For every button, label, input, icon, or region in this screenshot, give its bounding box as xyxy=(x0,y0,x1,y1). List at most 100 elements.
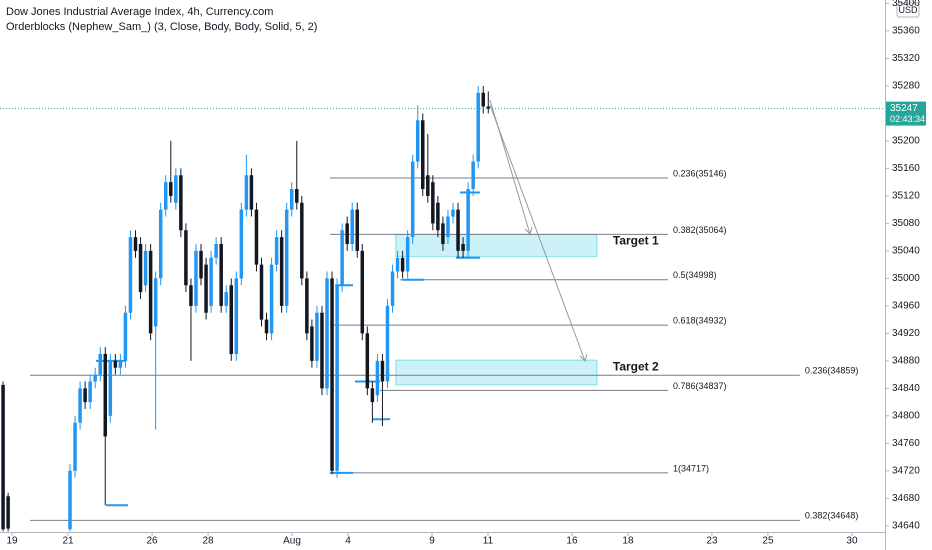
candle xyxy=(113,353,118,375)
candle xyxy=(355,202,359,258)
candle xyxy=(128,230,133,320)
projection-arrow xyxy=(489,104,586,362)
candle-body xyxy=(395,257,400,272)
y-tick-label: 35160 xyxy=(892,163,920,174)
candle-body xyxy=(375,360,380,396)
y-tick-label: 35120 xyxy=(892,191,920,202)
candle xyxy=(204,257,208,320)
candle-body xyxy=(229,285,234,354)
candle-body xyxy=(73,422,77,471)
candle xyxy=(390,264,395,313)
target-label: Target 2 xyxy=(613,359,659,373)
candle-body xyxy=(254,209,259,265)
candle-body xyxy=(405,237,410,272)
x-tick-label: 18 xyxy=(622,536,634,547)
candle-body xyxy=(68,470,72,530)
y-tick-label: 35040 xyxy=(892,246,920,257)
candle-body xyxy=(214,244,218,258)
candle xyxy=(174,168,178,210)
candle xyxy=(315,305,319,368)
fib-label: 0.786(34837) xyxy=(673,381,727,391)
candle xyxy=(138,237,143,299)
candle xyxy=(269,257,274,341)
candle xyxy=(244,154,249,217)
candle xyxy=(370,381,375,423)
candle-body xyxy=(199,250,203,279)
candle-body xyxy=(224,292,228,306)
candle-body xyxy=(209,257,213,306)
candle-body xyxy=(88,381,92,403)
candle xyxy=(305,271,309,341)
candle xyxy=(103,347,108,506)
candle xyxy=(330,271,334,475)
last-price-label: 35247 xyxy=(890,103,918,114)
candle xyxy=(158,202,163,286)
arrow-head xyxy=(524,226,533,235)
candle xyxy=(259,257,264,327)
x-tick-label: 9 xyxy=(429,536,435,547)
candle-body xyxy=(320,312,324,389)
fib-label: 0.618(34932) xyxy=(673,315,727,325)
y-tick-label: 34800 xyxy=(892,410,920,421)
chart-title: Dow Jones Industrial Average Index, 4h, … xyxy=(6,6,273,18)
candle xyxy=(274,230,279,272)
candle-body xyxy=(400,257,405,272)
candle-body xyxy=(441,223,445,245)
candle xyxy=(143,244,148,293)
currency-button[interactable] xyxy=(896,2,920,18)
candle-body xyxy=(436,202,440,231)
candle xyxy=(466,182,470,258)
candle xyxy=(335,278,339,478)
fib-label: 0.5(34998) xyxy=(673,270,717,280)
candle-body xyxy=(174,175,178,203)
candle xyxy=(375,353,380,403)
candle xyxy=(325,271,329,396)
candle-body xyxy=(184,230,188,286)
y-tick-label: 35320 xyxy=(892,53,920,64)
candle-body xyxy=(300,202,304,279)
candle xyxy=(194,244,198,313)
candle xyxy=(78,381,82,430)
x-tick-label: 11 xyxy=(483,536,494,547)
candle-body xyxy=(345,223,349,245)
candle xyxy=(400,250,405,279)
candle-body xyxy=(163,182,168,210)
y-tick-label: 35080 xyxy=(892,218,920,229)
candle-body xyxy=(421,120,425,190)
candle xyxy=(229,278,234,361)
candle xyxy=(446,209,450,245)
fib-label: 0.236(34859) xyxy=(805,366,859,376)
candle xyxy=(365,326,370,396)
y-tick-label: 34680 xyxy=(892,493,920,504)
candle xyxy=(380,353,385,427)
fib-label: 0.382(34648) xyxy=(805,511,859,521)
x-tick-label: 28 xyxy=(202,536,214,547)
candle xyxy=(431,175,435,231)
candle xyxy=(254,202,259,272)
candle-body xyxy=(239,209,244,279)
candle-body xyxy=(249,175,254,210)
candle xyxy=(148,244,153,341)
candle-body xyxy=(471,161,475,190)
candle xyxy=(486,91,491,114)
candle-body xyxy=(123,312,128,361)
y-tick-label: 35000 xyxy=(892,273,920,284)
candle xyxy=(295,140,299,210)
candle-body xyxy=(350,209,354,245)
arrow-head xyxy=(579,353,588,362)
currency-label[interactable]: USD xyxy=(898,5,918,15)
candle-body xyxy=(325,278,329,389)
candle xyxy=(279,230,284,313)
candle xyxy=(123,305,128,368)
x-tick-label: 25 xyxy=(762,536,774,547)
x-tick-label: 23 xyxy=(706,536,718,547)
candle xyxy=(461,237,465,258)
x-tick-label: 30 xyxy=(846,536,858,547)
candle xyxy=(153,271,158,430)
candle xyxy=(451,202,455,224)
candle xyxy=(350,202,354,251)
candle xyxy=(345,216,349,251)
candle-body xyxy=(279,237,284,306)
candle xyxy=(88,374,92,409)
